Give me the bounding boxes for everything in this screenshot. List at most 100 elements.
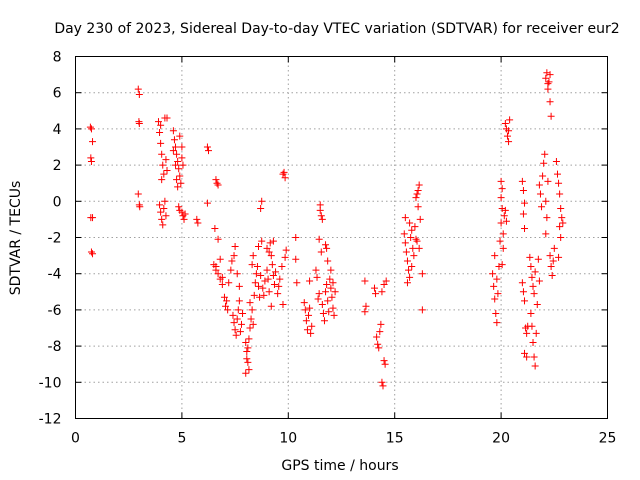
data-point — [154, 118, 162, 126]
data-point — [243, 348, 251, 356]
data-point — [214, 270, 222, 278]
data-point — [544, 85, 552, 93]
data-point — [503, 132, 511, 140]
y-axis-label: SDTVAR / TECUs — [8, 181, 24, 296]
data-point — [257, 205, 265, 213]
data-point — [527, 262, 535, 270]
data-point — [301, 306, 309, 314]
data-point — [519, 210, 527, 218]
data-point — [540, 159, 548, 167]
data-point — [528, 273, 536, 281]
data-point — [405, 266, 413, 274]
data-point — [497, 194, 505, 202]
data-point — [281, 253, 289, 261]
data-point — [193, 215, 201, 223]
data-point — [170, 136, 178, 144]
data-point — [252, 270, 260, 278]
data-point — [532, 329, 540, 337]
data-point — [136, 203, 144, 211]
data-point — [134, 190, 142, 198]
data-point — [493, 275, 501, 283]
data-point — [224, 306, 232, 314]
data-point — [159, 161, 167, 169]
x-tick-label: 0 — [71, 431, 80, 447]
plot-frame — [75, 56, 608, 419]
data-point — [544, 177, 552, 185]
data-point — [330, 311, 338, 319]
data-point — [227, 266, 235, 274]
data-point — [376, 328, 384, 336]
data-point — [412, 235, 420, 243]
data-point — [135, 91, 143, 99]
data-point — [173, 176, 181, 184]
data-point — [373, 333, 381, 341]
data-point — [498, 205, 506, 213]
data-point — [501, 119, 509, 127]
data-point — [530, 353, 538, 361]
data-point — [329, 304, 337, 312]
data-point — [547, 112, 555, 120]
data-point — [157, 208, 165, 216]
data-point — [89, 138, 97, 146]
data-point — [315, 290, 323, 298]
data-point — [230, 319, 238, 327]
chart-title: Day 230 of 2023, Sidereal Day-to-day VTE… — [54, 21, 619, 37]
data-points — [86, 69, 567, 390]
data-point — [87, 248, 95, 256]
x-tick-label: 25 — [599, 431, 617, 447]
y-axis-ticks: -12 -10 -8 -6 -4 -2 0 2 4 6 8 — [39, 50, 608, 428]
data-point — [378, 378, 386, 386]
data-point — [210, 261, 218, 269]
data-point — [218, 281, 226, 289]
data-point — [180, 215, 188, 223]
data-point — [233, 315, 241, 323]
data-point — [324, 257, 332, 265]
data-point — [260, 291, 268, 299]
data-point — [246, 299, 254, 307]
data-point — [556, 190, 564, 198]
data-point — [506, 116, 514, 124]
data-point — [244, 358, 252, 366]
data-point — [530, 290, 538, 298]
data-point — [557, 205, 565, 213]
y-tick-label: -4 — [48, 267, 62, 283]
data-point — [212, 266, 220, 274]
data-point — [258, 237, 266, 245]
data-point — [194, 219, 202, 227]
data-point — [494, 290, 502, 298]
data-point — [305, 311, 313, 319]
data-point — [546, 252, 554, 260]
data-point — [275, 282, 283, 290]
data-point — [331, 288, 339, 296]
data-point — [267, 302, 275, 310]
data-point — [370, 284, 378, 292]
data-point — [255, 282, 263, 290]
data-point — [552, 157, 560, 165]
data-point — [276, 275, 284, 283]
data-point — [218, 273, 226, 281]
y-tick-label: -8 — [48, 339, 62, 355]
data-point — [501, 206, 509, 214]
data-point — [269, 272, 277, 280]
data-point — [408, 226, 416, 234]
data-point — [175, 165, 183, 173]
data-point — [322, 288, 330, 296]
data-point — [380, 281, 388, 289]
x-axis-label: GPS time / hours — [281, 458, 398, 474]
data-point — [178, 143, 186, 151]
y-tick-label: 6 — [53, 86, 62, 102]
data-point — [324, 297, 332, 305]
data-point — [270, 281, 278, 289]
data-point — [228, 257, 236, 265]
data-point — [172, 161, 180, 169]
data-point — [255, 243, 263, 251]
data-point — [263, 266, 271, 274]
data-point — [216, 255, 224, 263]
y-tick-label: -6 — [48, 303, 62, 319]
data-point — [174, 183, 182, 191]
data-point — [302, 317, 310, 325]
data-point — [327, 284, 335, 292]
data-point — [259, 284, 267, 292]
data-point — [246, 324, 254, 332]
data-point — [328, 293, 336, 301]
